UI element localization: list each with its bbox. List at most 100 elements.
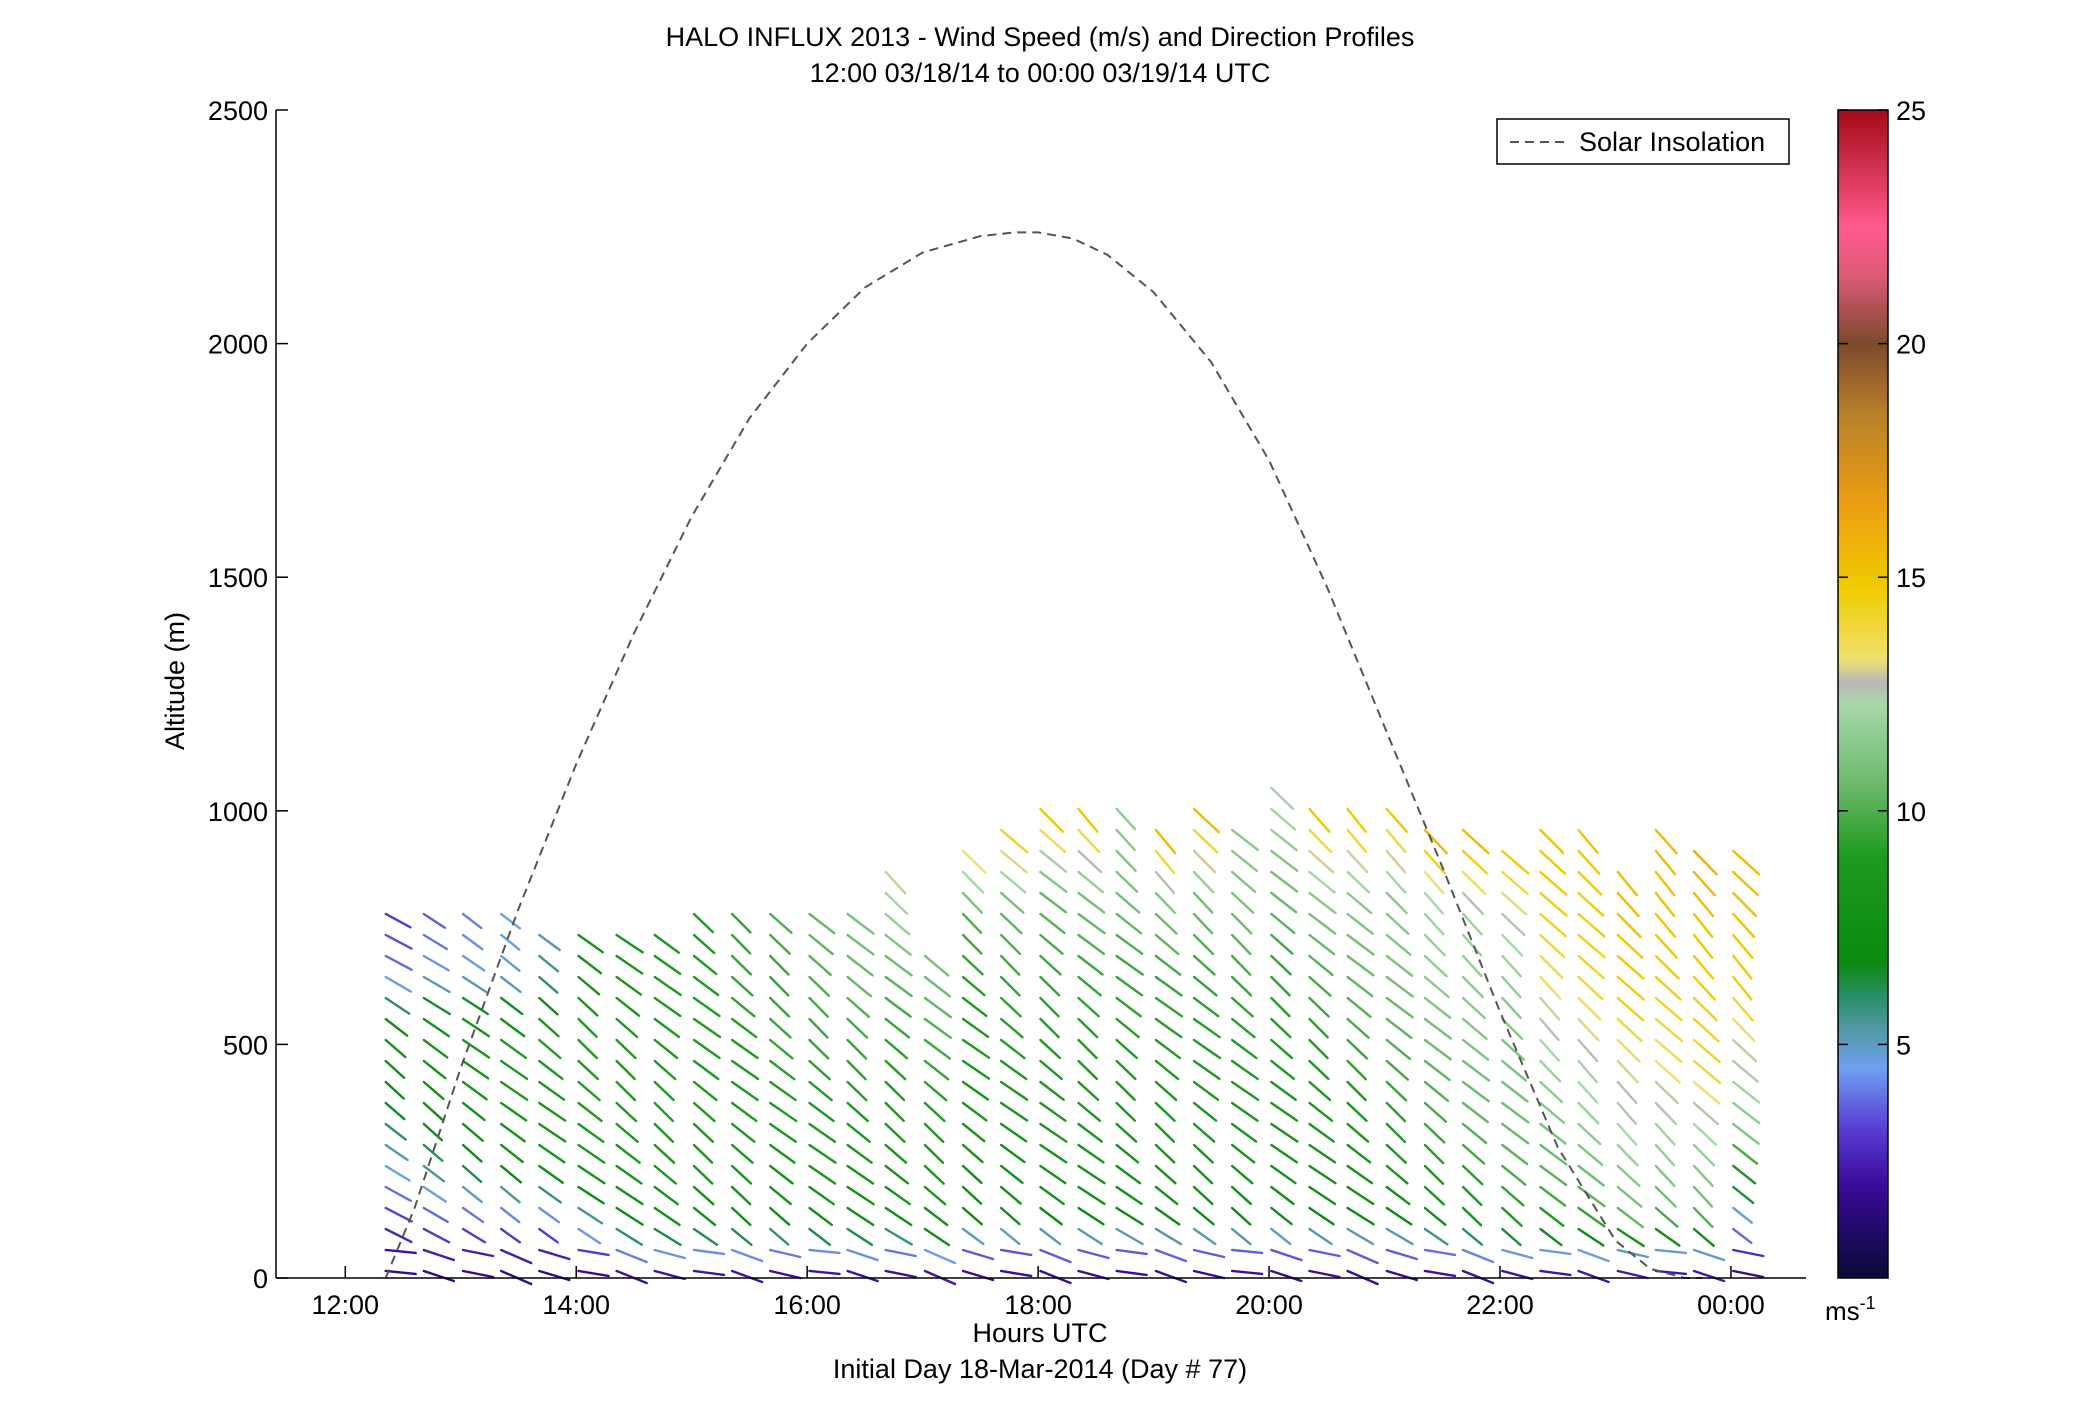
wind-barb	[1192, 849, 1217, 874]
wind-barb	[1115, 1269, 1148, 1277]
wind-profile-column	[1115, 807, 1148, 1277]
wind-barb	[1423, 1017, 1453, 1040]
wind-barb	[422, 1185, 447, 1203]
wind-barb	[730, 1038, 759, 1060]
wind-barb	[1230, 933, 1252, 956]
wind-barb	[1385, 1227, 1414, 1246]
wind-barb	[808, 1017, 829, 1039]
wind-barb	[730, 1143, 754, 1164]
wind-barb	[730, 1164, 753, 1185]
wind-barb	[1385, 1059, 1410, 1081]
wind-barb	[1192, 912, 1214, 935]
wind-barb	[808, 1227, 832, 1247]
wind-barbs	[384, 786, 1765, 1286]
wind-barb	[615, 1017, 639, 1039]
wind-barb	[422, 1017, 451, 1038]
wind-barb	[1654, 1143, 1676, 1167]
wind-barb	[1346, 1059, 1367, 1081]
wind-barb	[384, 1227, 413, 1244]
wind-barb	[1461, 1164, 1484, 1186]
wind-barb	[615, 1122, 639, 1144]
wind-barb	[1077, 1185, 1106, 1206]
wind-barb	[1577, 912, 1606, 938]
wind-barb	[1577, 1227, 1605, 1247]
wind-barb	[538, 1164, 564, 1184]
wind-barb	[999, 912, 1023, 935]
wind-barb	[499, 1206, 521, 1224]
wind-barb	[1692, 1080, 1721, 1105]
wind-barb	[923, 1080, 948, 1102]
wind-barb	[1154, 1038, 1182, 1060]
wind-barb	[1423, 975, 1450, 999]
wind-barb	[1230, 1038, 1258, 1060]
wind-barb	[1654, 1227, 1681, 1247]
wind-barb	[499, 1080, 529, 1101]
wind-barb	[1270, 954, 1292, 976]
wind-barb	[1461, 1101, 1489, 1124]
wind-barb	[846, 1143, 873, 1164]
wind-barb	[1192, 1059, 1221, 1081]
wind-barb	[884, 1206, 913, 1227]
wind-barb	[923, 1164, 945, 1185]
wind-barb	[1692, 849, 1718, 876]
wind-barb	[1154, 1143, 1176, 1164]
wind-barb	[1539, 1122, 1567, 1145]
wind-barb	[1423, 996, 1452, 1019]
wind-barb	[1230, 1269, 1264, 1276]
wind-barb	[384, 1185, 413, 1203]
wind-barb	[1230, 849, 1259, 873]
wind-barb	[923, 1101, 946, 1123]
wind-barb	[1230, 1206, 1252, 1226]
wind-barb	[1654, 954, 1680, 980]
wind-barb	[1077, 1164, 1106, 1185]
wind-barb	[1230, 996, 1254, 1018]
wind-profile-column	[1423, 828, 1457, 1278]
wind-barb	[769, 1143, 796, 1164]
wind-barb	[1732, 975, 1753, 1001]
wind-barb	[1308, 933, 1336, 956]
wind-barb	[884, 1101, 905, 1123]
wind-barb	[1115, 849, 1137, 872]
wind-barb	[1692, 996, 1718, 1022]
wind-barb	[577, 954, 603, 975]
wind-barb	[384, 1143, 409, 1162]
wind-barb	[615, 954, 644, 975]
wind-barb	[1501, 849, 1530, 875]
wind-barb	[1039, 828, 1066, 853]
wind-barb	[461, 1206, 485, 1224]
wind-barb	[1692, 1164, 1714, 1188]
wind-barb	[1192, 1269, 1226, 1280]
wind-barb	[1692, 933, 1714, 959]
wind-profile-column	[808, 912, 841, 1276]
wind-barb	[961, 1017, 990, 1039]
wind-barb	[1115, 870, 1139, 893]
wind-barb	[1308, 891, 1337, 915]
wind-barb	[846, 1164, 875, 1185]
wind-barb	[1654, 1017, 1684, 1043]
wind-barb	[1385, 1206, 1413, 1226]
wind-barb	[1423, 1038, 1452, 1061]
wind-barb	[1346, 1017, 1370, 1039]
wind-barb	[1308, 828, 1333, 854]
wind-barb	[499, 1038, 528, 1060]
wind-barb	[1692, 912, 1714, 938]
wind-barb	[499, 1248, 533, 1265]
wind-profile-column	[884, 870, 917, 1279]
wind-barb	[1616, 1017, 1643, 1043]
wind-barb	[538, 1143, 566, 1164]
wind-barb	[1346, 807, 1367, 833]
wind-barb	[1346, 891, 1373, 915]
wind-barb	[1192, 1122, 1216, 1143]
wind-profile-column	[769, 912, 802, 1280]
wind-barb	[884, 1269, 917, 1279]
wind-barb	[1346, 1143, 1372, 1164]
y-tick-label: 1000	[208, 797, 268, 827]
wind-barb	[384, 1059, 406, 1079]
wind-barb	[422, 1143, 444, 1162]
wind-barb	[1654, 1269, 1688, 1276]
wind-barb	[884, 1038, 909, 1060]
wind-barb	[1616, 954, 1645, 980]
wind-barb	[730, 996, 756, 1018]
wind-profile-column	[461, 912, 495, 1279]
wind-barb	[1616, 1164, 1641, 1188]
